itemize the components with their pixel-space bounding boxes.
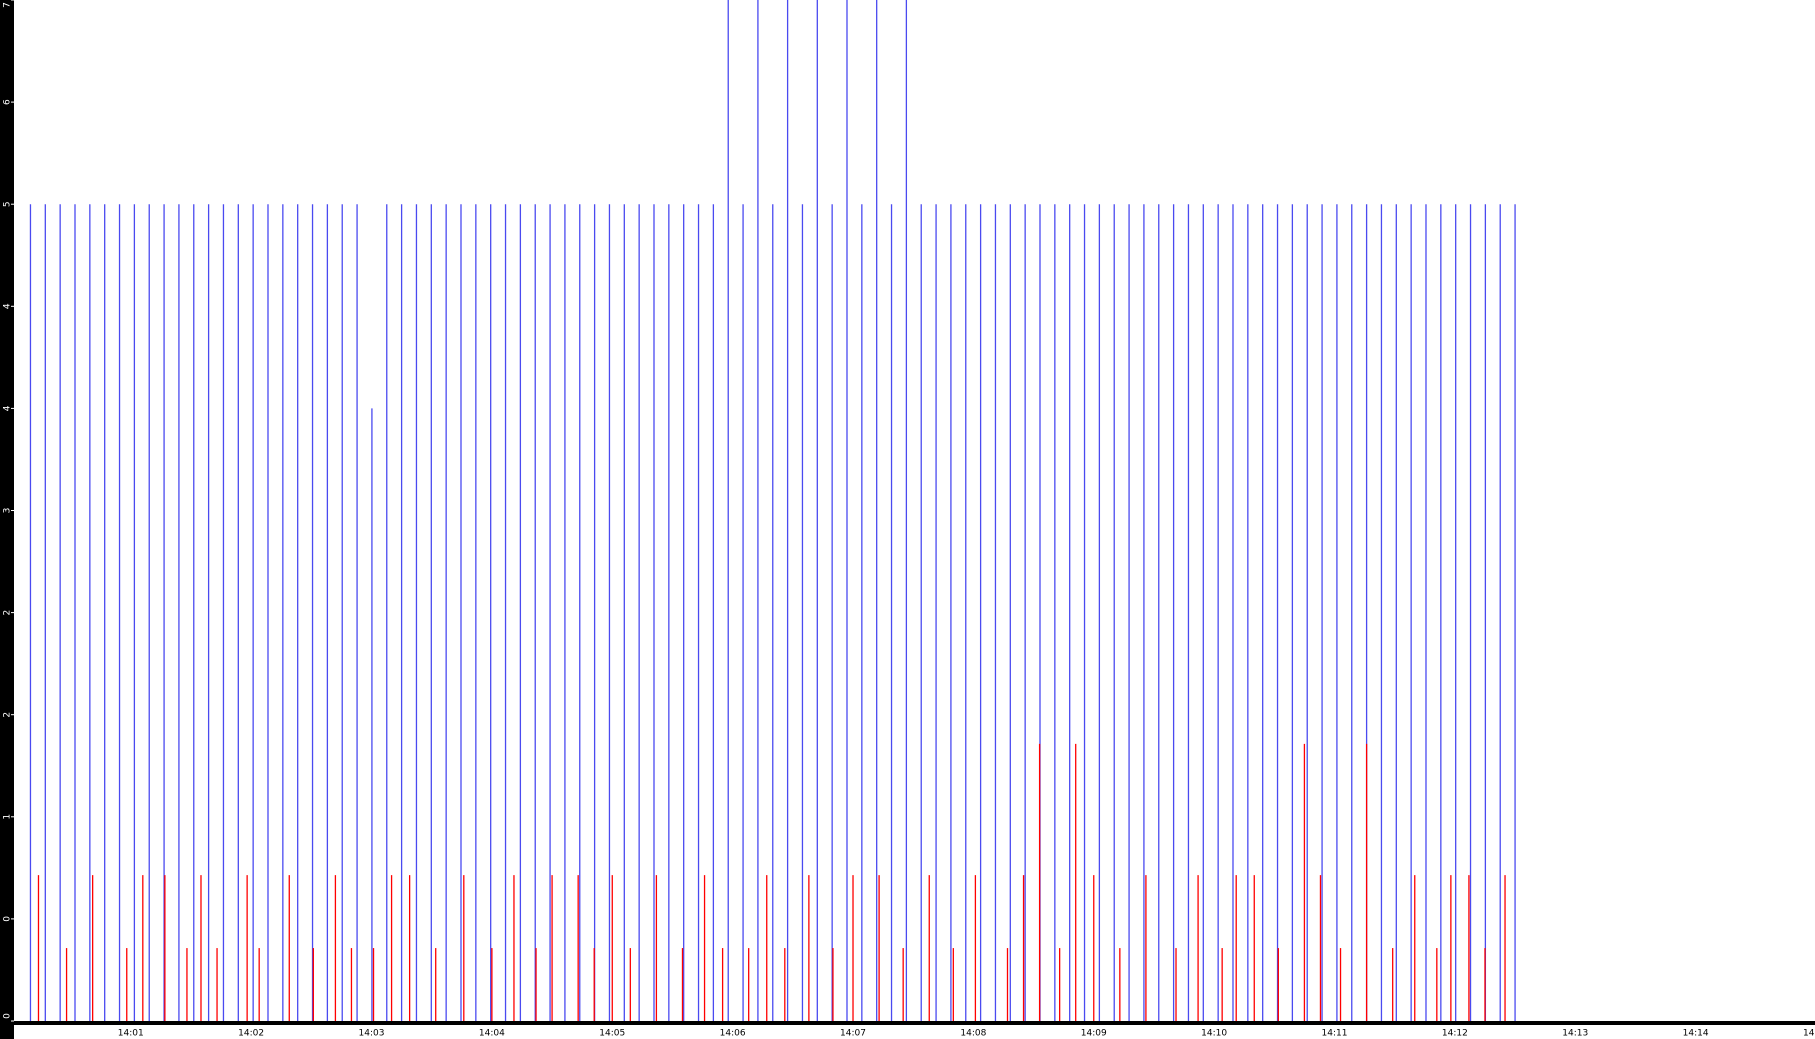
x-tick-label: 14:09 [1081, 1029, 1107, 1039]
x-tick-label: 14:06 [720, 1029, 746, 1039]
y-tick-label: 4 [3, 405, 13, 411]
x-tick-label: 14:14 [1683, 1029, 1709, 1039]
x-axis-line [0, 1021, 1815, 1025]
y-tick-label: 2 [3, 712, 13, 718]
x-tick-label: 14:05 [599, 1029, 625, 1039]
x-tick-label: 14:04 [479, 1029, 505, 1039]
y-tick-label: 0 [3, 1013, 13, 1019]
y-tick-label: 5 [3, 201, 13, 207]
x-tick-label: 14:01 [118, 1029, 144, 1039]
y-tick-label: 4 [3, 303, 13, 309]
y-axis-strip [0, 0, 14, 1039]
y-tick-label: 7 [3, 2, 13, 8]
y-tick-label: 0 [3, 916, 13, 922]
x-tick-label: 14:11 [1322, 1029, 1348, 1039]
x-tick-label: 14:12 [1442, 1029, 1468, 1039]
y-tick-label: 2 [3, 610, 13, 616]
y-tick-label: 3 [3, 508, 13, 514]
x-tick-label: 14:15 [1803, 1029, 1815, 1039]
x-tick-label: 14:03 [359, 1029, 385, 1039]
x-tick-label: 14:13 [1562, 1029, 1588, 1039]
x-tick-label: 14:08 [960, 1029, 986, 1039]
y-tick-label: 6 [3, 99, 13, 105]
y-tick-label: 1 [3, 814, 13, 820]
x-tick-label: 14:07 [840, 1029, 866, 1039]
x-tick-label: 14:02 [238, 1029, 264, 1039]
x-tick-label: 14:10 [1201, 1029, 1227, 1039]
